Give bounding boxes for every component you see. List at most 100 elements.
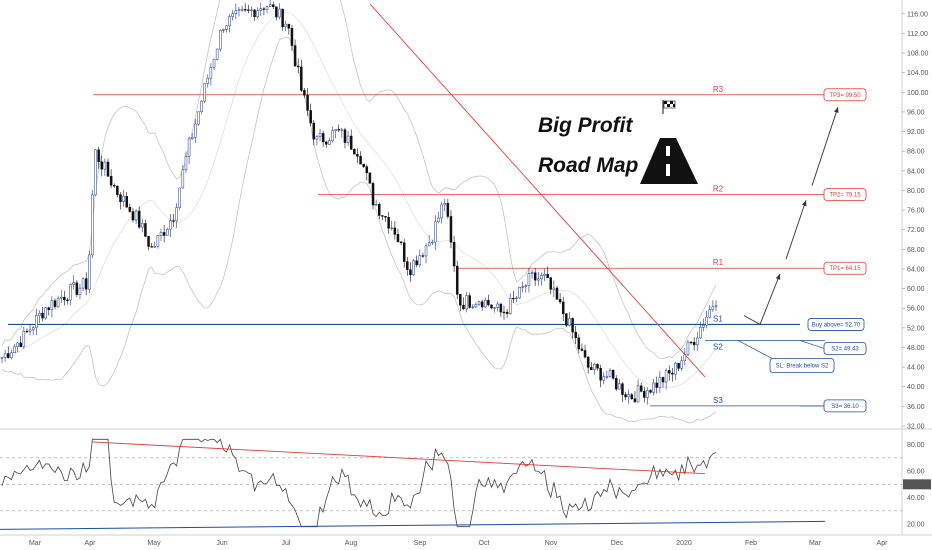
candle [103,161,107,170]
candle [493,307,496,309]
bollinger-bands [1,0,717,424]
level-label-r2: R2 [713,185,724,194]
level-label-r3: R3 [713,85,724,94]
candle [596,364,599,369]
candle [343,129,347,143]
time-axis: Mar Apr May Jun Jul Aug Sep Oct Nov Dec 2020 Feb Mar… [29,540,888,547]
candle [35,315,38,328]
candle [590,367,593,370]
candle [63,296,66,301]
candle [19,342,22,348]
level-label-s2: S2 [713,342,723,351]
candle [593,364,596,370]
chart-subtitle: Road Map [538,154,639,177]
rsi-pane [0,438,902,530]
level-tag-text-r3: TP3= 99.50 [829,93,861,99]
candle [243,9,247,11]
candle [686,341,690,355]
candle [3,353,7,358]
price-tick-label: 88.00 [907,149,925,156]
level-tag-text-r2: TP2= 79.15 [829,193,861,199]
candle [259,8,263,11]
stop-loss-connector [737,340,773,359]
level-tag-text-s2: S2= 49.43 [831,346,859,352]
candle [599,367,602,381]
candle [387,217,390,229]
candle [558,299,562,303]
candle [627,394,630,398]
candle [334,129,337,131]
candle [321,133,325,143]
candle [172,220,175,222]
level-tag-text-s3: S3= 36.10 [831,404,859,410]
level-tag-s1 [807,318,865,331]
candle [318,133,322,137]
time-tick-label: Jun [216,540,227,547]
candle [452,242,456,267]
time-tick-label: Dec [611,540,624,547]
candle [281,8,284,28]
candle [667,370,671,374]
projection-arrow [743,315,761,325]
candle [109,175,113,186]
candle [636,385,640,403]
price-tick-label: 92.00 [907,129,925,136]
price-tick-label: 64.00 [907,266,925,273]
candle [443,203,446,206]
candle [689,341,693,344]
candle [655,382,659,388]
candle [502,311,506,314]
candle [424,245,428,257]
candle [116,185,119,195]
time-tick-label: Nov [545,540,558,547]
candle [465,295,468,310]
candle [190,137,194,140]
candle [714,305,718,308]
price-tick-label: 104.00 [907,70,929,77]
candle [561,301,565,315]
price-tick-label: 36.00 [907,404,925,411]
candle [652,382,655,393]
candle [97,149,100,162]
candle [153,246,157,248]
candle [643,391,646,398]
candle [440,204,443,219]
candle [106,161,110,177]
candle [508,297,512,314]
price-tick-label: 72.00 [907,227,925,234]
price-tick-label: 84.00 [907,168,925,175]
candle [683,354,687,362]
candle [91,194,94,256]
time-tick-label: Mar [809,540,822,547]
price-tick-label: 52.00 [907,325,925,332]
candle [633,398,637,403]
rsi-line [1,438,717,528]
candle [574,331,577,338]
candle [705,316,708,326]
candle [22,330,26,348]
candle [112,185,116,187]
candle [38,312,41,316]
level-connector [799,340,825,349]
time-tick-label: Apr [877,540,889,547]
candle [527,273,531,286]
price-tick-label: 100.00 [907,90,929,97]
level-label-r1: R1 [713,258,724,267]
candle [677,362,680,369]
candle [200,100,203,112]
candle [437,217,440,223]
time-tick-label: 2020 [676,540,692,547]
candle [215,48,219,60]
candle [84,278,88,290]
candle [586,356,590,368]
candle [303,90,306,96]
candle [272,4,275,8]
candle [169,220,172,230]
candle [496,303,499,308]
candle [431,241,434,244]
candle [446,203,450,217]
time-tick-label: Oct [479,540,490,547]
rsi-tick-label: 60.00 [907,469,925,476]
stop-loss-box [769,358,835,373]
candle [278,8,281,18]
